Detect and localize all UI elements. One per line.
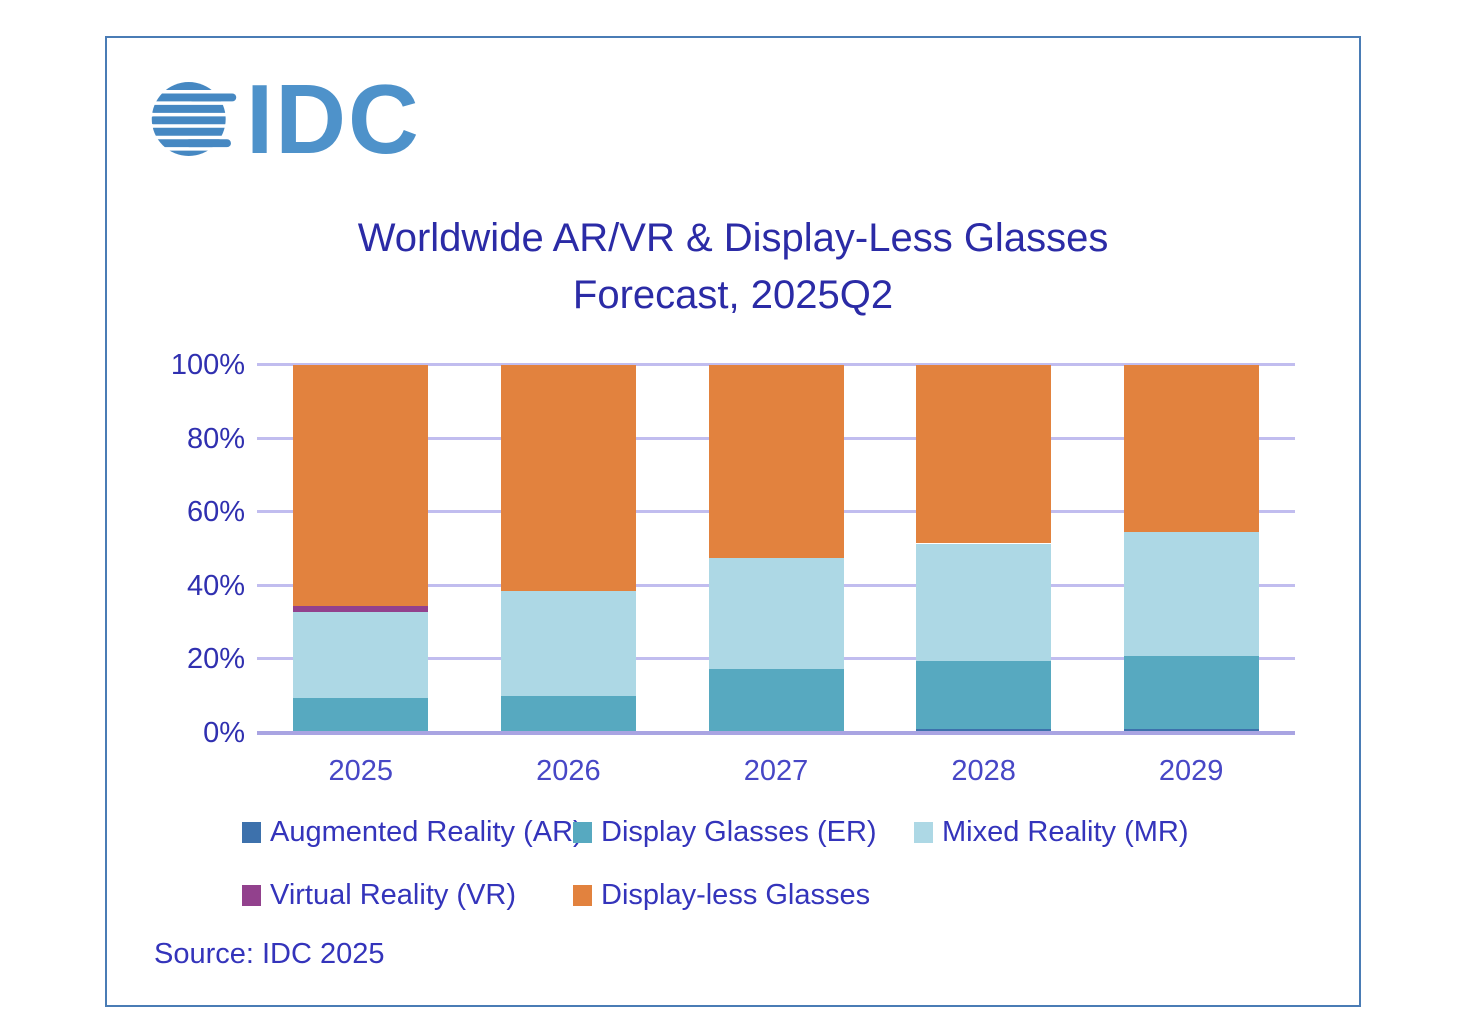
- chart-title: Worldwide AR/VR & Display-Less Glasses F…: [107, 210, 1359, 324]
- legend-label: Display-less Glasses: [601, 878, 871, 911]
- legend-label: Augmented Reality (AR): [270, 815, 583, 848]
- y-tick-label-20%: 20%: [186, 643, 245, 676]
- x-tick-label-2029: 2029: [1158, 755, 1224, 787]
- plot-area: 0% 20% 40% 60% 80% 100% 2025 2026 2027 2028 2029: [171, 349, 1295, 787]
- chart-title-line2: Forecast, 2025Q2: [572, 273, 894, 317]
- y-tick-label-40%: 40%: [186, 569, 245, 602]
- bar-segment-2027-mixed-reality-mr-: [708, 558, 844, 669]
- legend-item-augmented-reality-ar-: Augmented Reality (AR): [242, 816, 583, 848]
- y-tick-label-100%: 100%: [170, 349, 245, 381]
- bar-segment-2028-display-glasses-er-: [916, 661, 1052, 730]
- legend-item-mixed-reality-mr-: Mixed Reality (MR): [914, 816, 1189, 848]
- source-note: Source: IDC 2025: [154, 938, 385, 970]
- bar-segment-2029-mixed-reality-mr-: [1123, 532, 1259, 656]
- bar-segment-2028-display-less-glasses: [916, 365, 1052, 544]
- x-tick-label-2027: 2027: [743, 755, 809, 787]
- legend-swatch-icon: [573, 884, 592, 906]
- bar-segment-2026-mixed-reality-mr-: [500, 591, 636, 697]
- x-tick-label-2026: 2026: [536, 755, 601, 787]
- y-tick-label-80%: 80%: [186, 422, 245, 455]
- legend-item-virtual-reality-vr-: Virtual Reality (VR): [242, 879, 516, 911]
- legend-item-display-glasses-er-: Display Glasses (ER): [573, 816, 877, 848]
- chart-legend: Augmented Reality (AR) Display Glasses (E…: [242, 816, 1342, 946]
- legend-swatch-icon: [242, 884, 261, 906]
- chart-title-line1: Worldwide AR/VR & Display-Less Glasses: [357, 216, 1109, 260]
- bar-segment-2026-display-glasses-er-: [500, 696, 636, 732]
- x-axis-line: [257, 731, 1295, 735]
- bar-segment-2025-mixed-reality-mr-: [293, 611, 429, 699]
- bar-segment-2029-display-glasses-er-: [1123, 655, 1259, 730]
- legend-swatch-icon: [242, 821, 261, 843]
- bar-segment-2028-mixed-reality-mr-: [916, 543, 1052, 662]
- legend-swatch-icon: [573, 821, 592, 843]
- legend-item-display-less-glasses: Display-less Glasses: [573, 879, 870, 911]
- x-tick-label-2028: 2028: [951, 755, 1016, 787]
- legend-label: Mixed Reality (MR): [942, 815, 1189, 848]
- bar-segment-2025-display-less-glasses: [293, 365, 429, 607]
- bar-segment-2029-display-less-glasses: [1123, 365, 1259, 533]
- legend-swatch-icon: [914, 821, 933, 843]
- gridline-100: [257, 363, 1295, 366]
- bar-segment-2026-display-less-glasses: [500, 365, 636, 592]
- idc-logo: IDC: [150, 70, 421, 168]
- legend-label: Display Glasses (ER): [601, 815, 877, 848]
- legend-label: Virtual Reality (VR): [270, 878, 517, 911]
- x-tick-label-2025: 2025: [328, 755, 394, 787]
- y-tick-label-60%: 60%: [186, 496, 245, 529]
- bar-segment-2027-display-glasses-er-: [708, 668, 844, 732]
- idc-globe-icon: [151, 82, 237, 156]
- bar-segment-2025-display-glasses-er-: [293, 698, 429, 732]
- y-tick-label-0%: 0%: [203, 717, 245, 749]
- idc-logo-text: IDC: [246, 64, 421, 174]
- bar-segment-2025-virtual-reality-vr-: [293, 606, 429, 612]
- chart-frame: IDC Worldwide AR/VR & Display-Less Glass…: [105, 36, 1361, 1007]
- bar-segment-2027-display-less-glasses: [708, 365, 844, 559]
